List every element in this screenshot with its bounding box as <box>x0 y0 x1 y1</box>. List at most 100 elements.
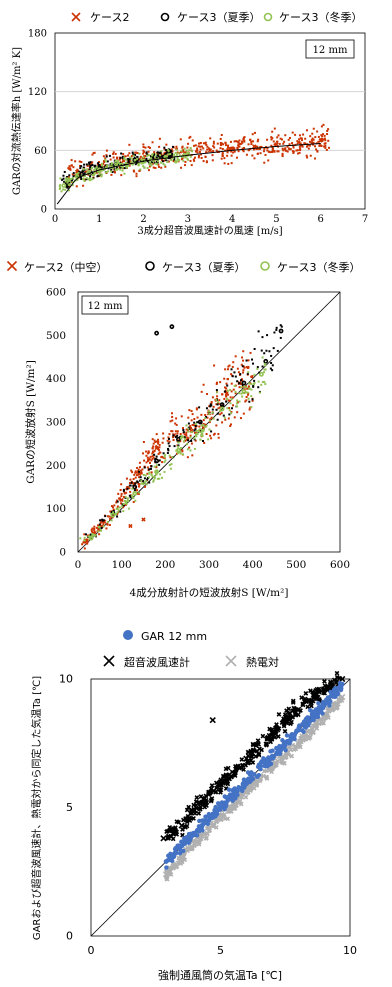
chart3-point-gar <box>327 700 332 705</box>
chart1-point-1 <box>68 174 71 177</box>
chart2-point-0 <box>112 508 115 511</box>
chart3-legend-label-thermocouple: 熱電対 <box>246 655 279 669</box>
chart2-point-0 <box>227 417 230 420</box>
chart2-point-0 <box>191 423 194 426</box>
chart1-point-0 <box>93 151 96 154</box>
chart1-point-1 <box>100 165 103 168</box>
chart2-point-1 <box>136 480 139 483</box>
chart1-point-0 <box>324 146 327 149</box>
chart1-point-0 <box>110 173 113 176</box>
chart1-point-0 <box>233 140 236 143</box>
chart2-point-2 <box>118 506 121 509</box>
chart3-y-axis-label: GARおよび超音波風速計、熱電対から同定した気温Ta [℃] <box>30 676 43 940</box>
chart2-point-0 <box>152 456 155 459</box>
chart2-point-0 <box>83 547 86 550</box>
chart2-point-0 <box>135 471 138 474</box>
chart2-point-0 <box>105 527 108 530</box>
chart1-point-0 <box>192 158 195 161</box>
chart2-point-0 <box>211 396 214 399</box>
chart2-point-0 <box>194 426 197 429</box>
chart1-point-0 <box>226 149 229 152</box>
chart1-point-0 <box>75 185 78 188</box>
chart1-point-1 <box>121 155 124 158</box>
chart1-point-2 <box>71 184 74 187</box>
chart1-point-0 <box>179 138 182 141</box>
chart1-point-0 <box>142 152 145 155</box>
chart2-point-0 <box>212 405 215 408</box>
chart1-point-2 <box>114 160 117 163</box>
chart1-point-0 <box>223 162 226 165</box>
chart1-point-1 <box>173 156 176 159</box>
chart1-point-0 <box>68 165 71 168</box>
chart2-point-0 <box>242 359 245 362</box>
chart2-point-0 <box>106 522 109 525</box>
chart2-point-2 <box>153 465 156 468</box>
chart2-point-1 <box>269 367 272 370</box>
chart2-point-0 <box>116 513 119 516</box>
chart1-x-tick-6: 6 <box>318 214 324 225</box>
chart1-point-0 <box>135 172 138 175</box>
chart2-point-0 <box>153 439 156 442</box>
chart1-point-0 <box>279 137 282 140</box>
chart1-point-1 <box>162 154 165 157</box>
chart1-point-0 <box>193 144 196 147</box>
chart3-point-ultrasonic <box>225 781 231 787</box>
chart3-point-thermocouple <box>293 745 298 750</box>
chart2-point-0 <box>161 455 164 458</box>
chart2-point-2 <box>234 390 237 393</box>
chart3-point-thermocouple <box>307 735 313 740</box>
chart2-point-0 <box>132 478 135 481</box>
chart1-point-2 <box>148 154 151 157</box>
chart2-point-0 <box>128 487 131 490</box>
chart2-point-0 <box>161 441 164 444</box>
chart2-point-0 <box>128 482 131 485</box>
chart1-point-2 <box>121 166 124 169</box>
chart1-point-2 <box>149 161 152 164</box>
chart2-series-2-point <box>241 389 247 395</box>
chart1-point-0 <box>323 137 326 140</box>
chart3-point-gar <box>320 711 325 716</box>
chart2-point-2 <box>245 386 248 389</box>
chart1-legend-circle-icon <box>263 12 273 22</box>
chart3-point-gar <box>177 851 183 856</box>
chart1-series-2-point <box>163 154 169 160</box>
chart1-point-0 <box>238 145 241 148</box>
chart1-point-0 <box>320 134 323 137</box>
chart3-point-ultrasonic <box>186 804 192 810</box>
chart3-point-gar <box>256 772 262 778</box>
chart2-series-1-point <box>154 458 160 464</box>
chart2-point-0 <box>241 385 244 388</box>
chart1-point-0 <box>118 158 121 161</box>
chart2-point-2 <box>168 454 171 457</box>
chart2-point-1 <box>101 518 104 521</box>
chart2-point-2 <box>170 463 173 466</box>
chart2-point-1 <box>174 436 177 439</box>
chart2-point-0 <box>155 445 158 448</box>
chart2-point-0 <box>221 421 224 424</box>
chart1-point-1 <box>153 153 156 156</box>
chart1-point-0 <box>287 147 290 150</box>
chart1-point-1 <box>79 167 82 170</box>
chart1-x-axis-label: 3成分超音波風速計の風速 [m/s] <box>137 224 282 237</box>
chart1-point-1 <box>158 156 161 159</box>
chart2-point-1 <box>143 477 146 480</box>
chart3-point-thermocouple <box>248 788 253 793</box>
chart1-point-0 <box>235 140 238 143</box>
chart3-point-ultrasonic <box>191 802 197 808</box>
chart1-point-0 <box>241 141 244 144</box>
chart2-point-2 <box>196 433 199 436</box>
chart2-point-0 <box>82 541 85 544</box>
chart3-point-ultrasonic <box>276 712 282 717</box>
chart1-point-0 <box>122 153 125 156</box>
chart3-point-ultrasonic <box>232 769 238 775</box>
chart3-series-2-point <box>243 788 250 796</box>
chart1-point-0 <box>229 140 232 143</box>
chart1-point-0 <box>241 140 244 143</box>
chart1-point-0 <box>68 185 71 188</box>
chart2-point-0 <box>180 415 183 418</box>
chart1-point-0 <box>273 127 276 130</box>
chart2-point-2 <box>100 529 103 532</box>
chart3-point-ultrasonic <box>165 828 170 834</box>
chart2-point-1 <box>246 372 249 375</box>
chart2-point-2 <box>180 447 183 450</box>
